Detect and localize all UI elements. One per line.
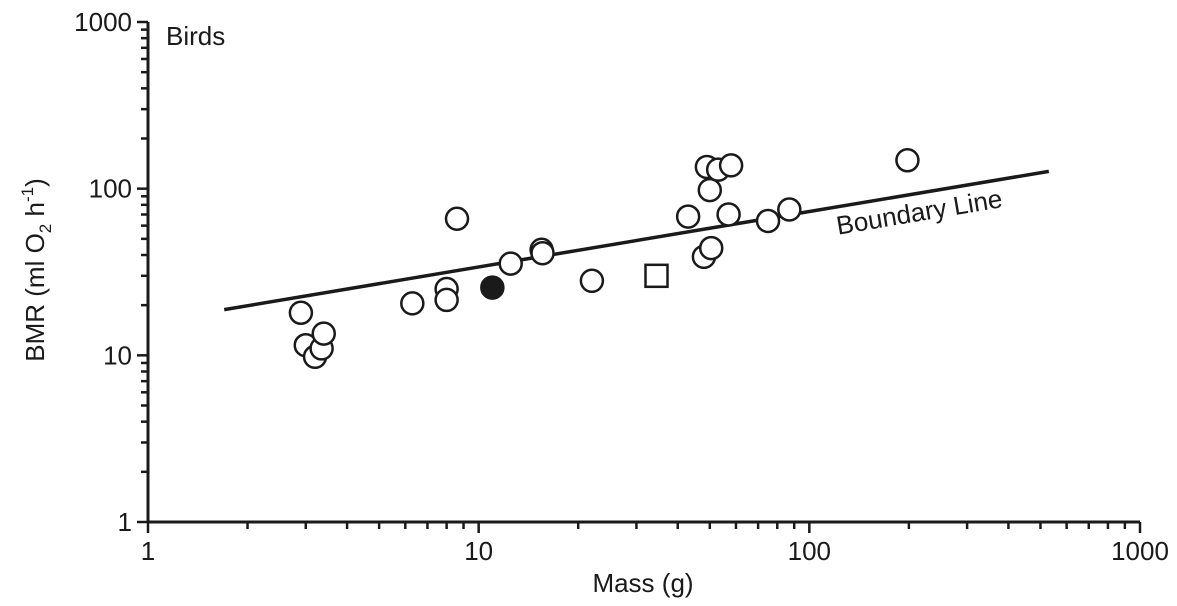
tick-labels: 1 10 100 1000 1 10 100 1000 — [74, 7, 1169, 566]
open-circle-point — [434, 287, 459, 313]
y-axis-label: BMR (ml O2 h-1) — [18, 178, 55, 362]
open-circle-point — [755, 208, 781, 234]
y-axis-label-close: ) — [20, 178, 50, 187]
axes — [146, 22, 1140, 524]
data-points — [288, 148, 920, 370]
open-circle-point — [579, 268, 605, 294]
open-circle-point — [716, 202, 741, 227]
open-circle-point — [698, 235, 724, 261]
filled-circle-point — [480, 275, 505, 300]
boundary-line — [223, 169, 1050, 312]
open-circle-point — [895, 148, 920, 173]
open-circle-point — [498, 251, 523, 276]
y-tick-label: 1000 — [74, 7, 132, 37]
panel-label: Birds — [166, 21, 225, 51]
x-axis-label: Mass (g) — [592, 568, 693, 598]
open-circle-point — [777, 197, 802, 222]
open-circle-point — [311, 321, 336, 346]
ticks — [137, 20, 1142, 533]
open-circle-point — [675, 204, 701, 229]
x-tick-label: 1 — [141, 536, 155, 566]
y-tick-label: 10 — [103, 340, 132, 370]
y-axis-label-unit: h — [20, 202, 50, 224]
open-circle-point — [718, 153, 744, 178]
open-circle-point — [288, 300, 314, 326]
y-tick-label: 1 — [118, 507, 132, 537]
open-circle-point — [530, 240, 555, 266]
open-circle-point — [444, 206, 470, 231]
open-square-point — [644, 263, 669, 289]
y-tick-label: 100 — [89, 174, 132, 204]
open-circle-point — [400, 291, 425, 316]
y-axis-label-superscript: -1 — [18, 187, 37, 202]
open-circle-point — [697, 177, 723, 203]
x-tick-label: 1000 — [1111, 536, 1169, 566]
y-axis-label-subscript: 2 — [36, 224, 55, 233]
x-tick-label: 100 — [788, 536, 831, 566]
x-tick-label: 10 — [464, 536, 493, 566]
y-axis-label-main: BMR (ml O — [20, 233, 50, 362]
